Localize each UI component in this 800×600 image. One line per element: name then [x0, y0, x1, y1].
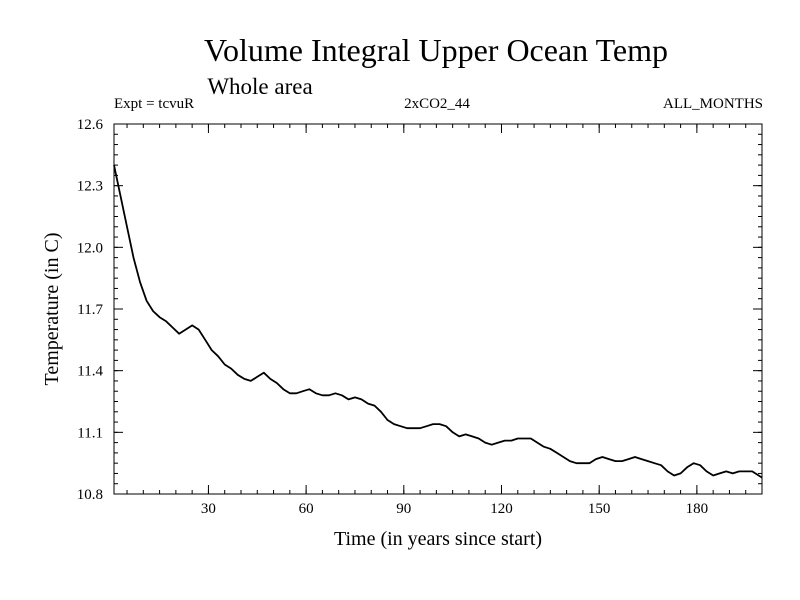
- chart-subtitle: Whole area: [207, 74, 312, 99]
- experiment-label: Expt = tcvuR: [114, 96, 194, 112]
- plot-frame: [113, 123, 763, 495]
- y-tick-label: 10.8: [77, 487, 103, 503]
- x-tick-label: 30: [201, 501, 216, 517]
- scenario-label: 2xCO2_44: [404, 96, 470, 112]
- x-tick-label: 180: [686, 501, 709, 517]
- y-tick-label: 12.6: [77, 117, 104, 133]
- y-tick-label: 12.0: [77, 240, 103, 256]
- x-tick-label: 150: [588, 501, 611, 517]
- y-tick-label: 11.1: [77, 425, 103, 441]
- y-tick-label: 11.4: [77, 364, 103, 380]
- y-tick-label: 11.7: [77, 302, 103, 318]
- x-axis-ticks: 30 60 90 120 150 180: [201, 124, 708, 517]
- y-tick-label: 12.3: [77, 179, 103, 195]
- x-tick-label: 60: [299, 501, 314, 517]
- x-tick-label: 90: [396, 501, 411, 517]
- series-line: [113, 164, 763, 479]
- series-layer: [113, 164, 763, 479]
- x-tick-label: 120: [490, 501, 513, 517]
- months-label: ALL_MONTHS: [663, 96, 763, 112]
- x-axis-label: Time (in years since start): [334, 528, 542, 550]
- y-axis-label: Temperature (in C): [41, 233, 63, 386]
- y-axis-ticks: 10.8 11.1 11.4 11.7 12.0 12.3 12.6: [77, 117, 762, 503]
- minor-ticks: [114, 124, 762, 494]
- chart-title: Volume Integral Upper Ocean Temp: [204, 32, 668, 68]
